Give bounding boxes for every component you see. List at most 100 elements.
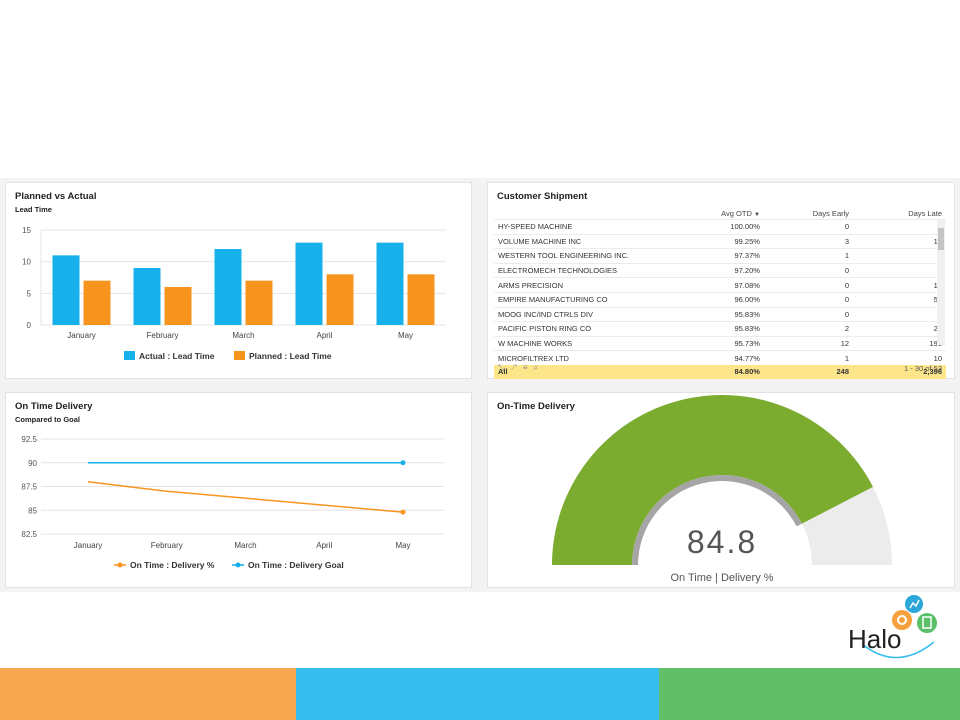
table-cell: MOOG INC/IND CTRLS DIV: [494, 306, 684, 322]
table-cell: 84.80%: [683, 364, 764, 379]
table-cell: 3: [763, 233, 854, 249]
x-tick-label: February: [151, 541, 183, 550]
bar-planned: [407, 274, 435, 325]
customer-shipment-panel: Customer Shipment Avg OTD ▼ Days Early D…: [487, 182, 955, 379]
y-tick-label: 87.5: [21, 483, 37, 492]
table-scrollbar[interactable]: [937, 220, 945, 345]
bar-actual: [214, 249, 242, 325]
table-cell: MICROFILTREX LTD: [494, 350, 684, 365]
logo-trend-line: [909, 599, 920, 609]
table-cell: 198: [853, 335, 946, 351]
table-cell: 2: [763, 321, 854, 337]
gauge-chart: 84.8 On Time | Delivery %: [552, 395, 892, 584]
panel-subtitle: Lead Time: [15, 205, 52, 214]
table-cell: 0: [763, 291, 854, 308]
panel-title: Planned vs Actual: [15, 191, 97, 202]
legend-label: On Time : Delivery Goal: [248, 560, 344, 570]
bar-planned: [164, 287, 192, 325]
search-icon[interactable]: ⌕: [533, 363, 544, 372]
table-cell: 97.20%: [683, 262, 764, 278]
bar-actual: [133, 268, 161, 325]
bar-planned: [326, 274, 354, 325]
legend-swatch: [234, 351, 245, 360]
legend-marker: [117, 562, 123, 568]
gear-hub: [897, 615, 907, 625]
panel-title: Customer Shipment: [497, 191, 588, 202]
footer-band-orange: [0, 668, 296, 720]
y-tick-label: 0: [27, 321, 32, 330]
table-cell: 95.83%: [683, 321, 764, 337]
table-cell: 97.08%: [683, 277, 764, 293]
table-cell: 0: [763, 306, 854, 322]
x-tick-label: March: [234, 541, 256, 550]
collapse-icon[interactable]: ⤡: [498, 363, 511, 372]
table-row[interactable]: WESTERN TOOL ENGINEERING INC.97.37%10: [494, 248, 946, 264]
table-cell: 24: [853, 321, 946, 337]
bar-chart: 0 5 10 15 January February March April May Actual…: [22, 226, 446, 361]
footer-band-green: [659, 668, 960, 720]
column-header-avg-otd[interactable]: Avg OTD ▼: [683, 207, 764, 220]
table-cell: VOLUME MACHINE INC: [494, 233, 684, 249]
expand-icon[interactable]: ↗: [510, 363, 523, 372]
table-cell: 96.00%: [683, 291, 764, 308]
table-cell: EMPIRE MANUFACTURING CO: [494, 291, 684, 308]
x-tick-label: April: [316, 541, 332, 550]
table-cell: 0: [853, 219, 946, 235]
sort-desc-icon[interactable]: ▼: [753, 211, 760, 218]
legend-label: On Time : Delivery %: [130, 560, 215, 570]
panel-subtitle: Compared to Goal: [15, 415, 81, 424]
table-cell: 0: [763, 219, 854, 235]
table-cell: 59: [853, 291, 946, 308]
table-cell: 0: [853, 248, 946, 264]
bar-actual: [52, 255, 80, 325]
y-tick-label: 92.5: [21, 435, 37, 444]
halo-logo: Halo: [848, 595, 937, 659]
y-tick-label: 82.5: [21, 530, 37, 539]
series-line-delivery: [87, 481, 404, 513]
column-header-customer[interactable]: [494, 207, 683, 220]
x-tick-label: February: [146, 331, 178, 340]
menu-icon[interactable]: ≡: [522, 363, 534, 372]
on-time-delivery-panel: On Time Delivery Compared to Goal 82.5 85…: [5, 392, 472, 588]
table-row[interactable]: W MACHINE WORKS 95.73% 12 198: [494, 335, 946, 351]
column-header-label: Avg OTD: [721, 208, 752, 218]
panel-title: On Time Delivery: [15, 401, 93, 412]
x-tick-label: May: [398, 331, 413, 340]
gauge-panel: On-Time Delivery 84.8 On Time | Delivery…: [487, 392, 955, 588]
bar-planned: [245, 280, 273, 325]
table-total-row[interactable]: All 84.80% 248 2,396: [494, 364, 946, 379]
gauge-value-arc: [552, 395, 873, 565]
document-icon: [917, 613, 937, 633]
x-tick-label: May: [395, 541, 410, 550]
table-header: Avg OTD ▼ Days Early Days Late: [494, 207, 946, 220]
y-tick-label: 90: [28, 459, 37, 468]
table-cell: 0: [853, 306, 946, 322]
table-cell: 100.00%: [683, 219, 764, 235]
table-cell: 0: [763, 277, 854, 293]
table-row[interactable]: MICROFILTREX LTD 94.77% 1 10: [494, 350, 946, 365]
legend-marker: [235, 562, 241, 568]
planned-vs-actual-panel: Planned vs Actual Lead Time 0 5 10 15 Januar…: [5, 182, 472, 379]
table-cell: ARMS PRECISION: [494, 277, 684, 293]
gear-icon: [892, 610, 912, 630]
table-cell: 1: [763, 350, 854, 365]
scrollbar-thumb[interactable]: [938, 228, 944, 250]
table-cell: 97.37%: [683, 248, 764, 264]
column-header-days-late[interactable]: Days Late: [908, 208, 942, 218]
table-cell: 99.25%: [683, 233, 764, 249]
table-cell: HY-SPEED MACHINE: [494, 219, 684, 235]
column-header-days-early[interactable]: Days Early: [812, 208, 850, 218]
legend-swatch: [124, 351, 135, 360]
gauge-label: On Time | Delivery %: [670, 572, 773, 584]
table-cell: 95.83%: [683, 306, 764, 322]
table-cell: 12: [763, 335, 854, 351]
legend-label: Actual : Lead Time: [139, 351, 215, 361]
document-outline: [922, 616, 932, 629]
